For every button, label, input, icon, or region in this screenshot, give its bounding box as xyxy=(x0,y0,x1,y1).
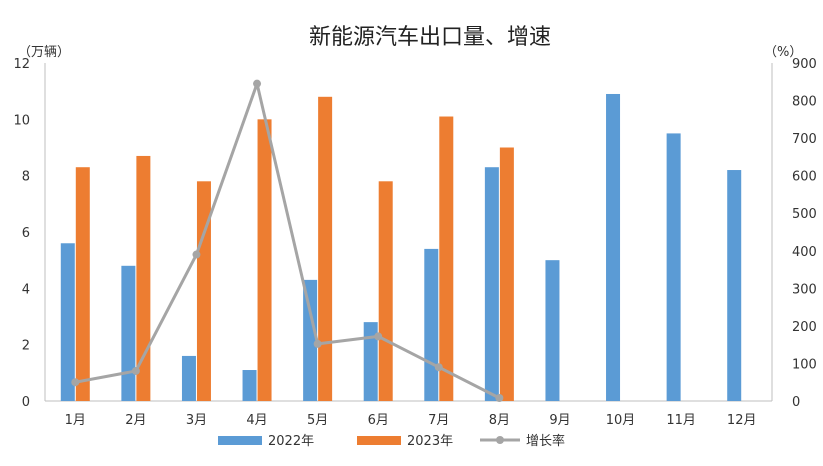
bar-2023年 xyxy=(75,167,90,401)
legend-swatch-2023年 xyxy=(357,436,401,445)
bar-2022年 xyxy=(363,322,378,401)
x-tick-label: 12月 xyxy=(727,413,757,428)
bar-2022年 xyxy=(181,355,196,401)
x-tick-label: 9月 xyxy=(549,413,570,428)
x-tick-label: 5月 xyxy=(307,413,328,428)
y-left-unit: （万辆） xyxy=(18,45,70,60)
x-tick-label: 11月 xyxy=(666,413,696,428)
y-left-tick-label: 8 xyxy=(22,170,30,185)
y-left-tick-label: 4 xyxy=(22,282,30,297)
y-right-tick-label: 700 xyxy=(792,132,817,147)
y-right-tick-label: 0 xyxy=(792,395,800,410)
bar-2023年 xyxy=(378,181,393,401)
axes xyxy=(44,63,773,402)
x-tick-label: 4月 xyxy=(246,413,267,428)
y-left-tick-label: 10 xyxy=(13,113,30,128)
bar-2023年 xyxy=(196,181,211,401)
legend-swatch-2022年 xyxy=(218,436,262,445)
chart-title: 新能源汽车出口量、增速 xyxy=(309,25,551,50)
y-right-unit: （%） xyxy=(764,45,802,60)
bar-2022年 xyxy=(303,279,318,401)
bar-2023年 xyxy=(318,96,333,402)
y-right-tick-label: 400 xyxy=(792,245,817,260)
legend-label: 2023年 xyxy=(407,434,453,449)
legend-marker xyxy=(496,436,504,444)
bar-2022年 xyxy=(545,260,560,401)
bar-2022年 xyxy=(242,370,257,401)
y-right-tick-label: 500 xyxy=(792,207,817,222)
bar-2022年 xyxy=(606,93,621,401)
growth-line xyxy=(71,79,504,402)
bar-2023年 xyxy=(499,147,514,401)
bar-2023年 xyxy=(439,116,454,402)
y-right-tick-labels: 0 100 200 300 400 500 600 700 800 900 xyxy=(792,57,817,410)
bars xyxy=(60,93,742,402)
growth-line-point xyxy=(253,79,262,88)
x-tick-label: 8月 xyxy=(489,413,510,428)
bar-2023年 xyxy=(136,155,151,401)
x-tick-label: 6月 xyxy=(368,413,389,428)
bar-2022年 xyxy=(666,133,681,401)
bar-2023年 xyxy=(257,119,272,401)
legend-label: 2022年 xyxy=(268,434,314,449)
y-left-tick-label: 12 xyxy=(13,57,30,72)
y-right-tick-label: 600 xyxy=(792,170,817,185)
x-tick-label: 1月 xyxy=(65,413,86,428)
bar-2022年 xyxy=(727,170,742,401)
y-right-tick-label: 900 xyxy=(792,57,817,72)
growth-line-point xyxy=(71,378,80,387)
x-tick-labels: 1月 2月 3月 4月 5月 6月 7月 8月 9月 10月 11月 12月 xyxy=(65,413,757,428)
growth-line-path xyxy=(75,82,501,400)
growth-line-point xyxy=(192,250,201,259)
bar-2022年 xyxy=(60,243,75,401)
legend: 2022年 2023年 增长率 xyxy=(218,433,565,449)
growth-line-point xyxy=(313,339,322,348)
growth-line-point xyxy=(434,363,443,372)
y-right-tick-label: 800 xyxy=(792,95,817,110)
y-right-tick-label: 100 xyxy=(792,357,817,372)
x-tick-label: 3月 xyxy=(186,413,207,428)
growth-line-point xyxy=(374,332,383,341)
bar-2022年 xyxy=(121,265,136,401)
y-right-tick-label: 300 xyxy=(792,282,817,297)
growth-line-point xyxy=(131,366,140,375)
y-left-tick-label: 0 xyxy=(22,395,30,410)
y-right-tick-label: 200 xyxy=(792,320,817,335)
bar-2022年 xyxy=(424,248,439,401)
legend-label: 增长率 xyxy=(526,433,565,449)
x-tick-label: 7月 xyxy=(428,413,449,428)
bar-2022年 xyxy=(484,167,499,401)
y-left-tick-label: 2 xyxy=(22,339,30,354)
x-tick-label: 10月 xyxy=(606,413,636,428)
y-left-tick-label: 6 xyxy=(22,226,30,241)
x-tick-label: 2月 xyxy=(125,413,146,428)
y-left-tick-labels: 0 2 4 6 8 10 12 xyxy=(13,57,30,410)
growth-line-point xyxy=(495,393,504,402)
